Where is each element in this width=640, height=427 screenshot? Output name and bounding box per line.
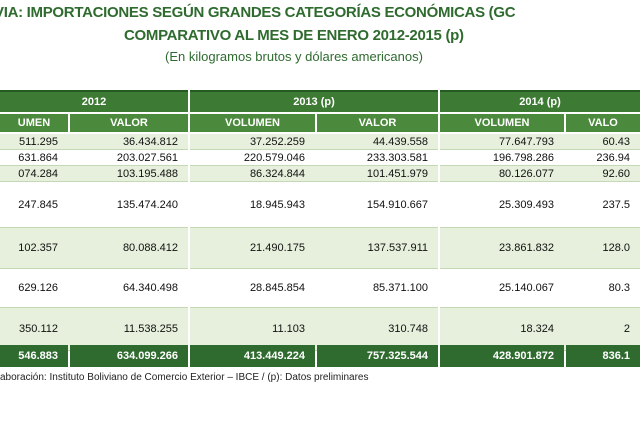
table-cell: 80.126.077 [498, 167, 554, 180]
table-cell: 21.490.175 [249, 242, 305, 254]
table-cell: 25.140.067 [498, 282, 554, 294]
table-cell: 101.451.979 [366, 167, 428, 180]
table-cell: 631.864 [18, 151, 58, 164]
column-header-volume-2012: UMEN [0, 114, 68, 132]
year-header-2012: 2012 [0, 90, 188, 112]
table-cell: 128.0 [602, 242, 630, 254]
total-cell: 757.325.544 [317, 345, 438, 367]
table-row [0, 308, 640, 350]
table-cell: 86.324.844 [249, 167, 305, 180]
total-cell: 428.901.872 [440, 345, 564, 367]
table-cell: 137.537.911 [367, 242, 428, 254]
table-cell: 135.474.240 [116, 198, 178, 211]
table-cell: 80.088.412 [122, 242, 178, 254]
row-divider [0, 165, 640, 166]
table-row [0, 166, 640, 181]
column-header-value-2012: VALOR [70, 114, 188, 132]
table-cell: 196.798.286 [492, 151, 554, 164]
table-cell: 11.538.255 [123, 323, 178, 335]
table-row [0, 228, 640, 268]
table-cell: 154.910.667 [366, 198, 428, 211]
column-header-volume-2013: VOLUMEN [190, 114, 315, 132]
table-cell: 37.252.259 [249, 135, 305, 148]
table-cell: 11.103 [272, 323, 305, 335]
table-cell: 350.112 [19, 323, 58, 335]
table-cell: 25.309.493 [498, 198, 554, 211]
column-header-value-2013: VALOR [317, 114, 438, 132]
table-cell: 247.845 [18, 198, 58, 211]
table-cell: 511.295 [19, 135, 58, 148]
table-cell: 102.357 [18, 242, 58, 254]
total-cell: 634.099.266 [70, 345, 188, 367]
title-line-1: VIA: IMPORTACIONES SEGÚN GRANDES CATEGOR… [0, 4, 516, 21]
table-cell: 220.579.046 [243, 151, 305, 164]
table-cell: 18.945.943 [249, 198, 305, 211]
total-cell: 546.883 [0, 345, 68, 367]
table-cell: 92.60 [602, 167, 630, 180]
table-cell: 310.748 [388, 323, 428, 335]
table-cell: 64.340.498 [122, 282, 178, 294]
table-cell: 80.3 [608, 282, 630, 294]
table-cell: 236.94 [596, 151, 630, 164]
table-row [0, 134, 640, 149]
total-cell: 413.449.224 [190, 345, 315, 367]
table-cell: 28.845.854 [249, 282, 305, 294]
column-header-volume-2014: VOLUMEN [440, 114, 564, 132]
table-row [0, 150, 640, 165]
row-divider [0, 227, 640, 228]
table-cell: 2 [623, 323, 630, 335]
subtitle: (En kilogramos brutos y dólares american… [165, 49, 423, 64]
table-cell: 23.861.832 [498, 242, 554, 254]
table-cell: 103.195.488 [116, 167, 178, 180]
imports-table: 2012 2013 (p) 2014 (p) UMEN VALOR VOLUME… [0, 90, 640, 367]
table-cell: 629.126 [18, 282, 58, 294]
row-divider [0, 268, 640, 269]
column-header-value-2014: VALO [566, 114, 640, 132]
table-cell: 60.43 [602, 135, 630, 148]
title-line-2: COMPARATIVO AL MES DE ENERO 2012-2015 (p… [124, 27, 464, 44]
table-cell: 36.434.812 [122, 135, 178, 148]
source-footnote: aboración: Instituto Boliviano de Comerc… [0, 372, 369, 383]
table-cell: 18.324 [520, 323, 554, 335]
table-cell: 85.371.100 [372, 282, 428, 294]
year-header-2013: 2013 (p) [190, 90, 438, 112]
table-cell: 203.027.561 [116, 151, 178, 164]
column-divider [188, 90, 190, 367]
row-divider [0, 181, 640, 182]
row-divider [0, 149, 640, 150]
total-cell: 836.1 [566, 345, 640, 367]
table-cell: 233.303.581 [366, 151, 428, 164]
table-cell: 77.647.793 [498, 135, 554, 148]
table-row [0, 182, 640, 227]
table-cell: 44.439.558 [372, 135, 428, 148]
table-cell: 074.284 [18, 167, 58, 180]
table-cell: 237.5 [602, 198, 630, 211]
year-header-2014: 2014 (p) [440, 90, 640, 112]
column-divider [438, 90, 440, 367]
row-divider [0, 307, 640, 308]
table-row [0, 269, 640, 307]
